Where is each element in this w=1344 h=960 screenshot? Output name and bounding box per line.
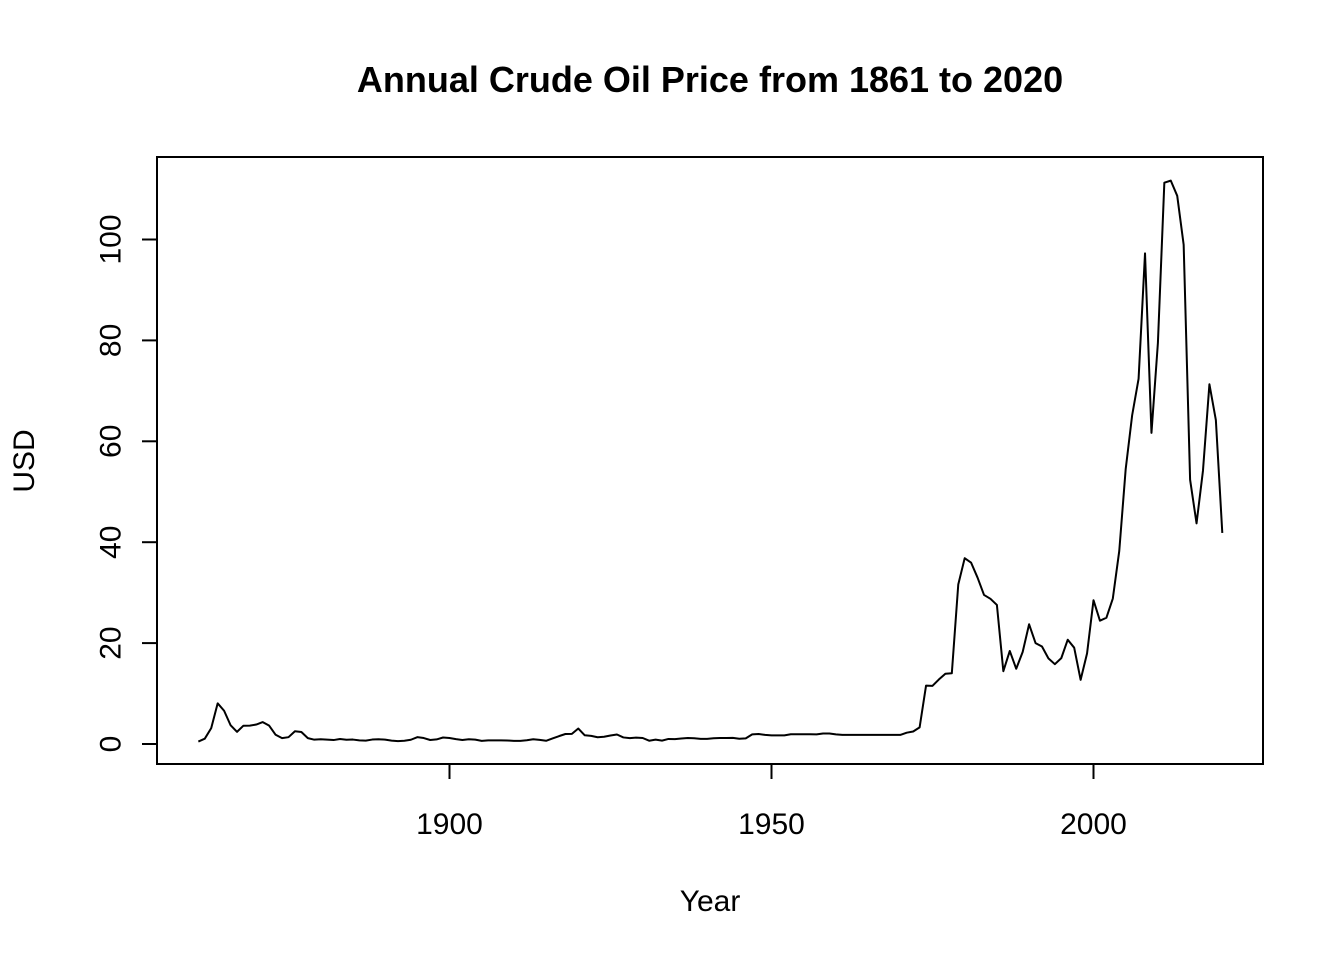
x-tick-label: 2000: [1060, 808, 1127, 841]
chart-title: Annual Crude Oil Price from 1861 to 2020: [357, 59, 1063, 100]
y-axis: 0 20 40 60 80 100: [95, 214, 158, 752]
price-series-line: [197, 179, 1224, 743]
y-tick-label: 0: [95, 736, 128, 753]
y-axis-label: USD: [8, 429, 41, 492]
y-tick-label: 100: [95, 214, 128, 264]
x-tick-label: 1950: [738, 808, 805, 841]
x-tick-label: 1900: [416, 808, 483, 841]
y-tick-label: 40: [95, 526, 128, 559]
x-axis-label: Year: [680, 885, 741, 918]
y-tick-label: 20: [95, 626, 128, 659]
plot-frame: [156, 156, 1264, 765]
y-tick-label: 60: [95, 425, 128, 458]
y-tick-label: 80: [95, 324, 128, 357]
x-axis: 1900 1950 2000: [416, 763, 1127, 841]
